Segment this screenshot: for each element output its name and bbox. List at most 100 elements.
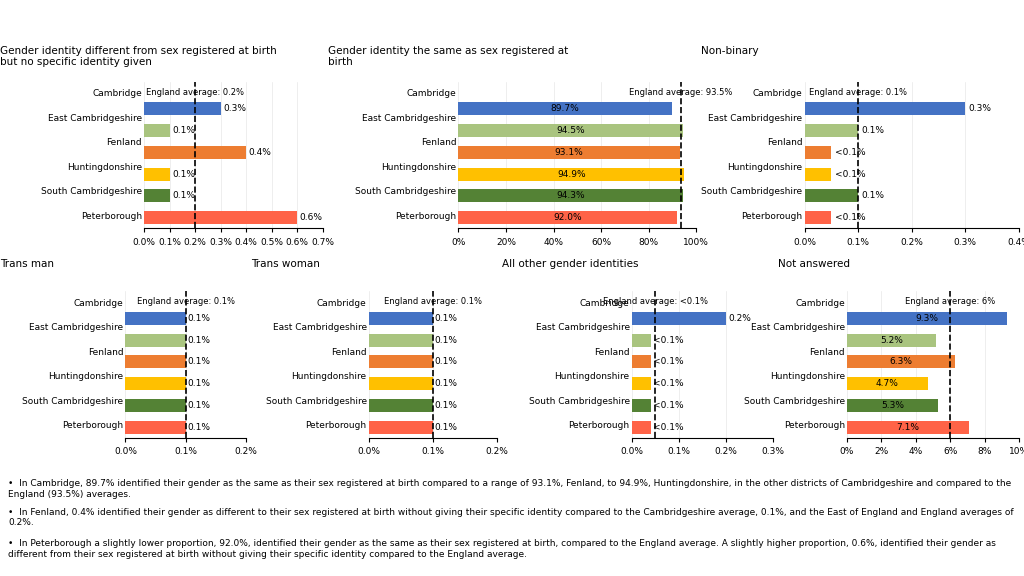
Text: Fenland: Fenland	[421, 138, 457, 147]
Text: Cambridge: Cambridge	[753, 89, 803, 98]
Text: East Cambridgeshire: East Cambridgeshire	[30, 323, 123, 332]
Text: Not answered: Not answered	[778, 259, 850, 269]
Text: 94.3%: 94.3%	[556, 191, 585, 200]
Bar	[632, 420, 650, 434]
Text: <0.1%: <0.1%	[652, 379, 683, 388]
Text: Huntingdonshire: Huntingdonshire	[48, 372, 123, 381]
Text: East Cambridgeshire: East Cambridgeshire	[751, 323, 845, 332]
Text: 0.3%: 0.3%	[223, 104, 247, 113]
Text: 0.2%: 0.2%	[728, 314, 751, 323]
Text: 0.1%: 0.1%	[434, 357, 458, 366]
Bar	[125, 312, 185, 325]
Text: 89.7%: 89.7%	[551, 104, 580, 113]
Bar	[847, 399, 938, 412]
Text: Fenland: Fenland	[594, 348, 630, 357]
Text: 0.1%: 0.1%	[434, 423, 458, 431]
Bar	[125, 355, 185, 369]
Text: Percent of population ages 16 years and over by gender identity, Census 2021: Percent of population ages 16 years and …	[8, 14, 721, 29]
Bar	[805, 190, 858, 202]
Bar	[144, 168, 170, 181]
Text: •  In Cambridge, 89.7% identified their gender as the same as their sex register: • In Cambridge, 89.7% identified their g…	[8, 479, 1012, 499]
Text: 5.2%: 5.2%	[881, 336, 903, 344]
Text: 0.1%: 0.1%	[434, 379, 458, 388]
Text: 0.1%: 0.1%	[434, 314, 458, 323]
Text: 5.3%: 5.3%	[881, 401, 904, 410]
Bar	[805, 211, 831, 224]
Bar	[632, 355, 650, 369]
Text: Huntingdonshire: Huntingdonshire	[292, 372, 367, 381]
Text: Trans woman: Trans woman	[251, 259, 319, 269]
Text: Fenland: Fenland	[767, 138, 803, 147]
Bar	[459, 103, 672, 115]
Text: All other gender identities: All other gender identities	[502, 259, 638, 269]
Text: Fenland: Fenland	[331, 348, 367, 357]
Text: Fenland: Fenland	[809, 348, 845, 357]
Text: Cambridge: Cambridge	[92, 89, 142, 98]
Bar	[632, 334, 650, 347]
Text: Cambridge: Cambridge	[317, 299, 367, 308]
Text: 0.1%: 0.1%	[187, 314, 210, 323]
Text: South Cambridgeshire: South Cambridgeshire	[743, 397, 845, 406]
Text: South Cambridgeshire: South Cambridgeshire	[355, 187, 457, 196]
Text: <0.1%: <0.1%	[652, 401, 683, 410]
Text: <0.1%: <0.1%	[835, 169, 865, 179]
Text: Huntingdonshire: Huntingdonshire	[381, 163, 457, 172]
Text: •  In Peterborough a slightly lower proportion, 92.0%, identified their gender a: • In Peterborough a slightly lower propo…	[8, 539, 996, 559]
Bar	[144, 211, 297, 224]
Text: 4.7%: 4.7%	[876, 379, 899, 388]
Bar	[847, 420, 969, 434]
Text: 6.3%: 6.3%	[890, 357, 912, 366]
Bar	[125, 399, 185, 412]
Text: Trans man: Trans man	[0, 259, 54, 269]
Bar	[847, 312, 1007, 325]
Text: Non-binary: Non-binary	[701, 46, 759, 55]
Text: Huntingdonshire: Huntingdonshire	[67, 163, 142, 172]
Text: <0.1%: <0.1%	[835, 213, 865, 222]
Bar	[847, 334, 936, 347]
Text: East Cambridgeshire: East Cambridgeshire	[536, 323, 630, 332]
Text: 94.9%: 94.9%	[557, 169, 586, 179]
Text: Cambridge: Cambridge	[580, 299, 630, 308]
Text: 0.1%: 0.1%	[187, 336, 210, 344]
Bar	[632, 377, 650, 390]
Text: 0.1%: 0.1%	[861, 191, 885, 200]
Bar	[144, 103, 220, 115]
Text: 0.1%: 0.1%	[434, 401, 458, 410]
Text: 93.1%: 93.1%	[555, 148, 584, 157]
Text: Gender identity the same as sex registered at
birth: Gender identity the same as sex register…	[328, 46, 568, 67]
Bar	[805, 146, 831, 159]
Text: 94.5%: 94.5%	[557, 126, 585, 135]
Text: •  In Fenland, 0.4% identified their gender as different to their sex registered: • In Fenland, 0.4% identified their gend…	[8, 508, 1014, 528]
Text: Peterborough: Peterborough	[741, 212, 803, 221]
Text: England average: 0.1%: England average: 0.1%	[136, 297, 234, 306]
Text: <0.1%: <0.1%	[652, 423, 683, 431]
Bar	[459, 124, 683, 137]
Text: Huntingdonshire: Huntingdonshire	[727, 163, 803, 172]
Text: Huntingdonshire: Huntingdonshire	[770, 372, 845, 381]
Text: Cambridge: Cambridge	[796, 299, 845, 308]
Text: 0.1%: 0.1%	[187, 423, 210, 431]
Text: <0.1%: <0.1%	[652, 357, 683, 366]
Bar	[369, 355, 433, 369]
Text: East Cambridgeshire: East Cambridgeshire	[48, 114, 142, 123]
Text: 0.6%: 0.6%	[300, 213, 323, 222]
Text: Gender identity different from sex registered at birth
but no specific identity : Gender identity different from sex regis…	[0, 46, 276, 67]
Bar	[459, 211, 677, 224]
Bar	[369, 399, 433, 412]
Bar	[369, 420, 433, 434]
Bar	[369, 312, 433, 325]
Bar	[459, 168, 684, 181]
Bar	[144, 146, 246, 159]
Bar	[847, 355, 955, 369]
Text: Peterborough: Peterborough	[395, 212, 457, 221]
Text: South Cambridgeshire: South Cambridgeshire	[41, 187, 142, 196]
Bar	[125, 377, 185, 390]
Bar	[805, 124, 858, 137]
Text: 0.1%: 0.1%	[434, 336, 458, 344]
Text: 0.1%: 0.1%	[861, 126, 885, 135]
Text: Peterborough: Peterborough	[62, 421, 123, 430]
Text: 92.0%: 92.0%	[554, 213, 583, 222]
Text: East Cambridgeshire: East Cambridgeshire	[709, 114, 803, 123]
Text: South Cambridgeshire: South Cambridgeshire	[265, 397, 367, 406]
Text: 0.1%: 0.1%	[172, 169, 196, 179]
